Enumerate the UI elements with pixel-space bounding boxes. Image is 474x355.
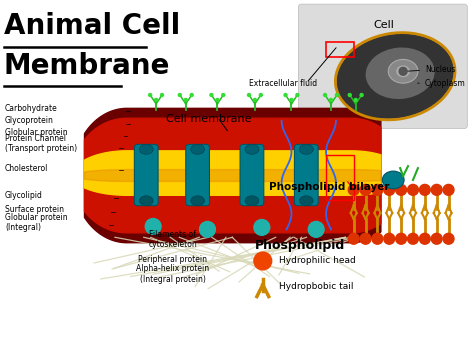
- Circle shape: [254, 98, 256, 102]
- Circle shape: [247, 93, 250, 97]
- Circle shape: [348, 93, 351, 97]
- Ellipse shape: [388, 59, 418, 83]
- Circle shape: [259, 93, 262, 97]
- Text: Phospholipid bilayer: Phospholipid bilayer: [269, 182, 389, 192]
- Circle shape: [324, 93, 327, 97]
- Ellipse shape: [191, 196, 204, 206]
- Text: Membrane: Membrane: [4, 51, 170, 80]
- Text: Hydropbobic tail: Hydropbobic tail: [279, 282, 353, 291]
- Text: Glycoprotein: Glycoprotein: [5, 116, 54, 125]
- Circle shape: [396, 184, 407, 195]
- Ellipse shape: [365, 48, 435, 99]
- Circle shape: [443, 233, 454, 244]
- Ellipse shape: [337, 34, 454, 119]
- Ellipse shape: [245, 196, 259, 206]
- Bar: [326, 42, 354, 58]
- Circle shape: [161, 93, 164, 97]
- Ellipse shape: [396, 65, 410, 77]
- Text: Globular protein
(Integral): Globular protein (Integral): [5, 213, 68, 232]
- Circle shape: [200, 222, 215, 237]
- Circle shape: [336, 93, 338, 97]
- Text: Cholesterol: Cholesterol: [5, 164, 48, 173]
- Circle shape: [384, 233, 395, 244]
- FancyBboxPatch shape: [186, 144, 210, 206]
- Circle shape: [254, 252, 272, 270]
- Circle shape: [360, 93, 363, 97]
- Circle shape: [384, 184, 395, 195]
- FancyBboxPatch shape: [294, 144, 318, 206]
- Text: Phospholipid: Phospholipid: [255, 239, 345, 252]
- Ellipse shape: [139, 196, 153, 206]
- FancyBboxPatch shape: [134, 144, 158, 206]
- Text: Alpha-helix protein
(Integral protein): Alpha-helix protein (Integral protein): [137, 264, 210, 284]
- Circle shape: [431, 233, 442, 244]
- Text: Peripheral protein: Peripheral protein: [138, 255, 208, 263]
- FancyBboxPatch shape: [240, 144, 264, 206]
- Circle shape: [372, 184, 383, 195]
- Text: Carbohydrate: Carbohydrate: [5, 104, 58, 113]
- Circle shape: [354, 98, 357, 102]
- Circle shape: [308, 222, 324, 237]
- Circle shape: [284, 93, 287, 97]
- Circle shape: [396, 233, 407, 244]
- Circle shape: [178, 93, 181, 97]
- Text: Filaments of
cytoskeleton: Filaments of cytoskeleton: [148, 230, 197, 249]
- Circle shape: [399, 67, 407, 75]
- Circle shape: [348, 233, 359, 244]
- Circle shape: [149, 93, 152, 97]
- Circle shape: [360, 184, 371, 195]
- Text: Protein Channel
(Transport protein): Protein Channel (Transport protein): [5, 134, 77, 153]
- Ellipse shape: [383, 171, 404, 189]
- Circle shape: [216, 98, 219, 102]
- Text: Hydrophilic head: Hydrophilic head: [279, 256, 356, 266]
- Circle shape: [348, 184, 359, 195]
- Circle shape: [408, 233, 419, 244]
- Ellipse shape: [191, 144, 204, 154]
- Circle shape: [210, 93, 213, 97]
- FancyBboxPatch shape: [298, 4, 467, 129]
- Circle shape: [419, 233, 430, 244]
- Circle shape: [222, 93, 225, 97]
- Text: Cell membrane: Cell membrane: [166, 114, 252, 124]
- Circle shape: [145, 218, 161, 234]
- Text: Animal Cell: Animal Cell: [4, 12, 180, 40]
- Circle shape: [155, 98, 157, 102]
- Circle shape: [329, 98, 332, 102]
- Text: Cell: Cell: [373, 20, 394, 30]
- Circle shape: [290, 98, 293, 102]
- Text: Glycolipid: Glycolipid: [5, 191, 43, 200]
- Ellipse shape: [300, 196, 313, 206]
- Text: Extracellular fluid: Extracellular fluid: [249, 79, 317, 88]
- Bar: [326, 155, 354, 200]
- Ellipse shape: [139, 144, 153, 154]
- Circle shape: [296, 93, 299, 97]
- Circle shape: [254, 219, 270, 235]
- Text: Nucleus: Nucleus: [408, 65, 456, 74]
- Ellipse shape: [300, 144, 313, 154]
- Circle shape: [431, 184, 442, 195]
- Circle shape: [419, 184, 430, 195]
- Circle shape: [443, 184, 454, 195]
- Circle shape: [408, 184, 419, 195]
- Circle shape: [190, 93, 193, 97]
- Circle shape: [372, 233, 383, 244]
- Text: Cytoplasm: Cytoplasm: [418, 79, 465, 88]
- Ellipse shape: [245, 144, 259, 154]
- Circle shape: [360, 233, 371, 244]
- Circle shape: [184, 98, 187, 102]
- Text: Surface protein: Surface protein: [5, 205, 64, 214]
- Text: Globular protein: Globular protein: [5, 128, 68, 137]
